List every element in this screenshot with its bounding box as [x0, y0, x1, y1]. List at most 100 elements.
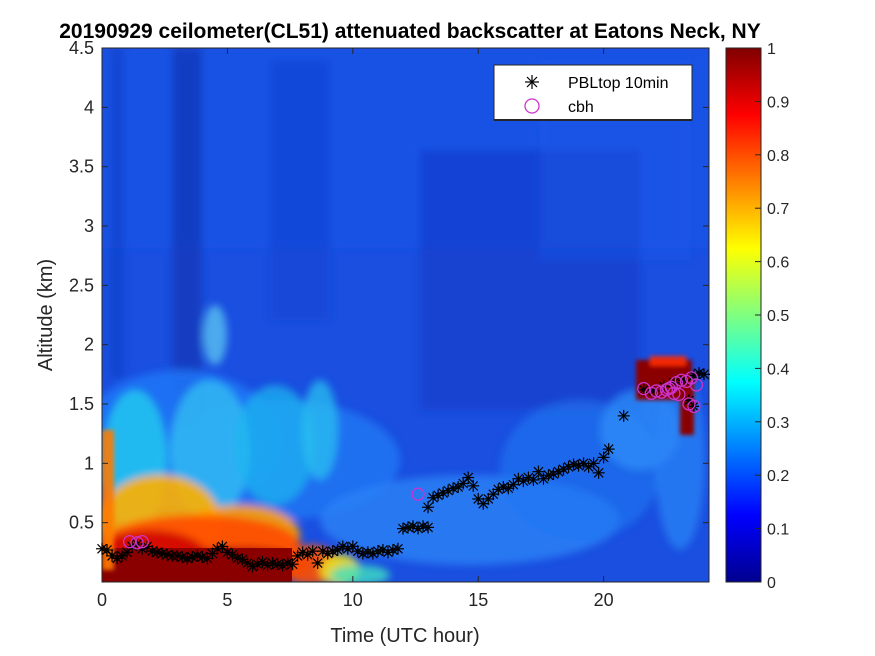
cbh-point: [135, 535, 149, 549]
pbltop-point: [311, 557, 324, 570]
pbltop-point: [286, 558, 299, 571]
y-tick-label: 3: [84, 216, 94, 236]
pbltop-point: [507, 478, 520, 491]
x-tick-label: 5: [222, 590, 232, 610]
plot-frame: [101, 47, 710, 583]
x-tick-label: 0: [97, 590, 107, 610]
legend-circle-marker: [524, 98, 540, 114]
pbltop-point: [376, 543, 389, 556]
pbltop-point: [617, 409, 630, 422]
pbltop-point: [246, 560, 259, 573]
pbltop-point: [427, 491, 440, 504]
x-axis-label: Time (UTC hour): [330, 625, 479, 647]
colorbar-tick-label: 1: [767, 41, 776, 58]
pbltop-point: [442, 484, 455, 497]
pbltop-point: [101, 543, 114, 556]
pbltop-point: [201, 552, 214, 565]
colorbar-tick-label: 0.4: [767, 361, 789, 378]
pbltop-point: [567, 458, 580, 471]
y-axis: 0.5 1 1.5 2 2.5 3 3.5 4 4.5: [69, 38, 709, 533]
legend: PBLtop 10min cbh: [493, 64, 693, 121]
colorbar-tick-label: 0.1: [767, 522, 789, 539]
y-tick-label: 2: [84, 335, 94, 355]
pbltop-point: [261, 559, 274, 572]
colorbar-tick-label: 0.2: [767, 468, 789, 485]
pbltop-point: [321, 547, 334, 560]
pbltop-point: [522, 471, 535, 484]
pbltop-point: [637, 383, 650, 396]
colorbar-tick-label: 0.7: [767, 201, 789, 218]
colorbar-tick-label: 0.3: [767, 415, 789, 432]
cbh-point: [411, 487, 425, 501]
pbltop-point: [121, 546, 134, 559]
pbltop-point: [432, 489, 445, 502]
pbltop-point: [462, 471, 475, 484]
pbltop-point: [407, 520, 420, 533]
cbh-point: [674, 373, 689, 387]
pbltop-point: [492, 483, 505, 496]
colorbar-tick-label: 0: [767, 575, 776, 592]
pbltop-point: [457, 477, 470, 490]
pbltop-point: [346, 540, 359, 553]
pbltop-point: [557, 463, 570, 476]
pbltop-point: [552, 465, 565, 478]
pbltop-point: [391, 542, 404, 555]
pbltop-point: [587, 457, 600, 470]
pbltop-point: [422, 521, 435, 534]
pbltop-point: [602, 443, 615, 456]
cbh-point: [662, 381, 676, 396]
pbltop-point: [512, 472, 525, 485]
colorbar-tick-label: 0.9: [767, 94, 789, 111]
y-tick-label: 4: [84, 97, 94, 117]
pbltop-point: [211, 542, 224, 555]
x-tick-label: 10: [343, 590, 363, 610]
legend-asterisk-marker: [525, 75, 539, 89]
pbltop-point: [221, 546, 234, 559]
pbltop-point: [467, 479, 480, 492]
pbltop-point: [336, 540, 349, 553]
cbh-point: [687, 399, 701, 414]
legend-label-cbh: cbh: [568, 99, 594, 116]
colorbar-tick-label: 0.5: [767, 308, 789, 325]
pbltop-point: [697, 368, 710, 381]
pbltop-point: [341, 542, 354, 555]
cbh-point: [672, 387, 686, 402]
pbltop-point: [296, 546, 309, 559]
pbltop-point: [422, 501, 435, 514]
pbltop-point: [547, 468, 560, 481]
colorbar: 0 0.1 0.2 0.3 0.4 0.5 0.6 0.7 0.8 0.9 1: [725, 41, 789, 592]
y-tick-label: 4.5: [69, 38, 94, 58]
pbltop-point: [527, 473, 540, 486]
colorbar-tick-label: 0.8: [767, 148, 789, 165]
cbh-point: [689, 378, 704, 392]
pbltop-point: [316, 545, 329, 558]
pbltop-point: [306, 545, 319, 558]
colorbar-tick-label: 0.6: [767, 255, 789, 272]
chart-title: 20190929 ceilometer(CL51) attenuated bac…: [59, 20, 760, 43]
x-tick-label: 20: [594, 590, 614, 610]
pbltop-point: [111, 552, 124, 565]
cbh-point: [637, 381, 651, 396]
series-layer: [96, 367, 710, 573]
pbltop-point: [572, 459, 585, 472]
y-tick-label: 3.5: [69, 157, 94, 177]
pbltop-point: [562, 460, 575, 473]
x-tick-label: 15: [468, 590, 488, 610]
pbltop-point: [412, 522, 425, 535]
cbh-point: [649, 384, 663, 398]
pbltop-point: [592, 466, 605, 479]
cbh-point: [667, 386, 681, 400]
x-axis: 0 5 10 15 20: [97, 48, 614, 610]
pbltop-point: [251, 558, 264, 571]
cbh-point: [130, 536, 144, 550]
pbltop-point: [597, 451, 610, 464]
y-tick-label: 0.5: [69, 513, 94, 533]
pbltop-point: [366, 547, 379, 560]
heatmap-field: [102, 48, 709, 582]
pbltop-point: [276, 559, 289, 572]
pbltop-point: [532, 465, 545, 478]
pbltop-point: [437, 487, 450, 499]
pbltop-point: [106, 549, 119, 562]
y-axis-label: Altitude (km): [35, 259, 57, 371]
